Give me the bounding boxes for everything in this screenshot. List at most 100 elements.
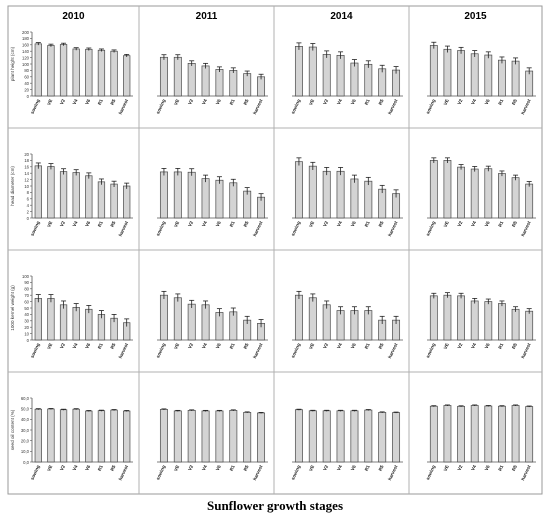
bar — [229, 311, 238, 341]
x-tick-label: R5 — [243, 464, 250, 472]
bar — [187, 303, 196, 341]
x-tick-label: V4 — [470, 98, 477, 106]
y-tick-label: 80 — [24, 287, 29, 292]
x-tick-label: V2 — [322, 342, 329, 350]
x-tick-label: sowing — [290, 464, 301, 481]
bar — [173, 410, 182, 463]
bar — [322, 304, 331, 341]
y-tick-label: 6 — [27, 197, 30, 202]
y-tick-label: 60 — [24, 299, 29, 304]
x-tick-label: VE — [173, 342, 180, 350]
y-tick-label: 12 — [24, 177, 29, 182]
y-tick-label: 20 — [24, 325, 29, 330]
chart-panel: sowing VE V2 V4 V6 R1 R5 harvest — [425, 292, 536, 359]
x-tick-label: R1 — [229, 464, 236, 472]
bar — [97, 410, 106, 463]
y-tick-label: 20,0 — [21, 438, 30, 443]
chart-panel: sowing VE V2 V4 V6 R1 R5 harvest — [155, 408, 268, 481]
bar — [511, 308, 520, 341]
bar — [159, 171, 168, 219]
bar — [364, 63, 373, 97]
x-tick-label: harvest — [520, 342, 532, 359]
x-tick-label: R1 — [364, 98, 371, 106]
x-tick-label: V4 — [470, 220, 477, 228]
bar — [525, 406, 534, 463]
bar — [350, 410, 359, 463]
bar — [392, 69, 401, 97]
x-tick-label: R5 — [378, 98, 385, 106]
bar — [201, 178, 210, 219]
bar — [123, 55, 131, 97]
x-tick-label: R1 — [97, 220, 104, 228]
chart-panel: sowing VE V2 V4 V6 R1 R5 harvest — [425, 157, 536, 237]
bar — [443, 294, 452, 341]
y-tick-label: 14 — [24, 171, 29, 176]
bar — [429, 295, 438, 341]
bar — [484, 168, 493, 219]
x-tick-label: sowing — [290, 98, 301, 115]
bar — [378, 188, 387, 219]
bar — [59, 44, 68, 97]
bar — [72, 48, 80, 97]
bar — [201, 65, 210, 97]
bar — [97, 49, 106, 97]
x-tick-label: R1 — [497, 220, 504, 228]
x-tick-label: V6 — [350, 464, 357, 472]
x-tick-label: V4 — [72, 98, 79, 106]
bar — [243, 73, 252, 97]
x-tick-label: V4 — [336, 220, 343, 228]
bar — [47, 166, 55, 219]
bar — [110, 183, 118, 219]
bar — [123, 185, 131, 219]
x-tick-label: V6 — [215, 220, 222, 228]
chart-panel: 2011 sowing VE V2 V4 V6 R1 R5 harvest — [155, 11, 268, 115]
x-tick-label: R5 — [378, 220, 385, 228]
bar — [443, 160, 452, 219]
bar — [110, 409, 118, 463]
x-tick-label: VE — [308, 464, 315, 472]
x-tick-label: V2 — [457, 98, 464, 106]
bar — [308, 46, 317, 97]
panel-year-title: 2015 — [464, 11, 487, 22]
y-tick-label: 100 — [22, 62, 30, 67]
x-tick-label: V2 — [187, 464, 194, 472]
x-tick-label: R5 — [511, 342, 518, 350]
x-tick-label: V4 — [201, 220, 208, 228]
bar — [336, 170, 345, 219]
bar — [525, 310, 534, 341]
bar — [308, 165, 317, 219]
chart-panel: sowing VE V2 V4 V6 R1 R5 harvest — [290, 408, 403, 481]
x-tick-label: V2 — [59, 98, 66, 106]
bar — [215, 69, 224, 97]
x-tick-label: VE — [308, 220, 315, 228]
bar — [34, 408, 42, 463]
x-tick-label: R1 — [97, 342, 104, 350]
bar — [457, 166, 465, 219]
y-axis-label: seed oil content (%) — [10, 409, 15, 450]
y-tick-label: 0,0 — [23, 460, 29, 465]
x-tick-label: V6 — [215, 98, 222, 106]
y-tick-label: 180 — [22, 36, 30, 41]
x-tick-label: V4 — [201, 342, 208, 350]
bar — [294, 46, 303, 97]
bar — [85, 308, 93, 341]
bar — [470, 168, 479, 219]
bar — [429, 405, 438, 463]
bar — [429, 45, 438, 97]
x-tick-label: sowing — [29, 98, 40, 115]
bar — [159, 56, 168, 97]
y-tick-label: 0 — [27, 94, 30, 99]
bar — [457, 50, 465, 97]
bar — [159, 294, 168, 341]
x-tick-label: harvest — [118, 98, 130, 115]
x-tick-label: VE — [443, 464, 450, 472]
x-tick-label: V6 — [84, 464, 91, 472]
x-tick-label: V2 — [457, 464, 464, 472]
y-tick-label: 80 — [24, 68, 29, 73]
x-tick-label: sowing — [425, 464, 436, 481]
bar — [187, 171, 196, 219]
bar — [457, 405, 465, 463]
y-axis-label: plant height (cm) — [10, 46, 15, 81]
